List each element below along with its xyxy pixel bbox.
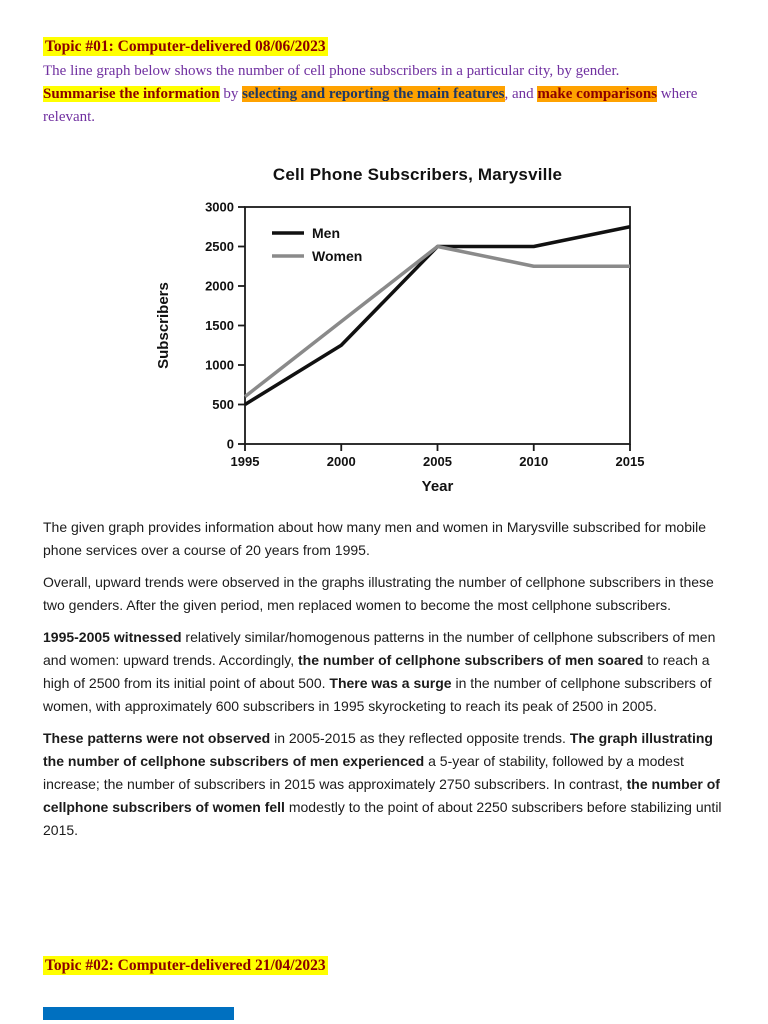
svg-text:2010: 2010 [519,454,548,469]
essay-paragraph-1: The given graph provides information abo… [43,516,726,562]
text-segment: in 2005-2015 as they reflected opposite … [274,730,570,746]
svg-text:Year: Year [422,478,454,495]
svg-text:Women: Women [312,248,362,264]
text-segment: a 5-year of stability, followed by a mod… [43,753,684,792]
text-segment: the number of cellphone subscribers of m… [298,652,648,668]
svg-text:1500: 1500 [205,318,234,333]
topic-01-title: Topic #01: Computer-delivered 08/06/2023 [43,37,328,56]
text-segment: the number of cellphone subscribers of w… [43,776,720,815]
svg-text:2500: 2500 [205,239,234,254]
text-segment: relatively similar/homogenous patterns i… [43,629,716,668]
svg-text:500: 500 [212,397,234,412]
text-segment: These patterns were not observed [43,730,275,746]
prompt-task-line: Summarise the information by selecting a… [43,83,726,129]
essay-paragraph-3: 1995-2005 witnessed relatively similar/h… [43,626,726,718]
text-segment: to reach a high of 2500 from its initial… [43,652,710,691]
topic-02-title: Topic #02: Computer-delivered 21/04/2023 [43,956,328,975]
line-chart: 0 500 1000 1500 2000 2500 3000 1995 2000 2005 2010… [155,200,645,496]
text-segment: make comparisons [537,86,658,102]
essay-body: The given graph provides information abo… [43,516,726,842]
text-segment: Summarise the information [43,86,220,102]
essay-paragraph-4: These patterns were not observed in 2005… [43,727,726,842]
svg-text:Men: Men [312,225,340,241]
svg-text:2015: 2015 [616,454,645,469]
chart-figure: Cell Phone Subscribers, Marysville 0 500 1… [130,145,705,502]
clipped-next-line-highlight [43,1007,234,1020]
text-segment: , and [504,86,538,102]
svg-text:Subscribers: Subscribers [155,282,172,369]
prompt-intro: The line graph below shows the number of… [43,63,620,79]
text-segment: where relevant. [43,86,698,125]
text-segment: modestly to the point of about 2250 subs… [43,799,722,838]
svg-text:2005: 2005 [423,454,452,469]
text-segment: selecting and reporting the main feature… [242,86,505,102]
task-prompt: The line graph below shows the number of… [43,60,726,129]
svg-text:1995: 1995 [231,454,260,469]
chart-title: Cell Phone Subscribers, Marysville [272,165,563,184]
svg-text:2000: 2000 [205,279,234,294]
text-segment: Overall, upward trends were observed in … [43,574,714,613]
text-segment: 1995-2005 witnessed [43,629,186,645]
svg-text:1000: 1000 [205,358,234,373]
svg-text:0: 0 [227,437,234,452]
text-segment: There was a surge [329,675,456,691]
svg-text:3000: 3000 [205,200,234,215]
text-segment: The graph illustrating the number of cel… [43,730,713,769]
text-segment: in the number of cellphone subscribers o… [43,675,712,714]
topic-01-heading: Topic #01: Computer-delivered 08/06/2023 [43,36,726,57]
essay-paragraph-2: Overall, upward trends were observed in … [43,571,726,617]
text-segment: by [219,86,243,102]
svg-text:2000: 2000 [327,454,356,469]
text-segment: The given graph provides information abo… [43,519,706,558]
topic-02-heading: Topic #02: Computer-delivered 21/04/2023 [43,955,328,976]
